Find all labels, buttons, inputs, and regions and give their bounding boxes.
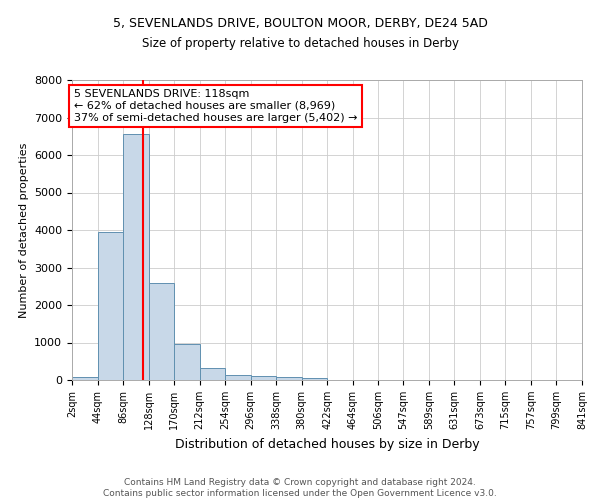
- Bar: [72, 377, 98, 380]
- X-axis label: Distribution of detached houses by size in Derby: Distribution of detached houses by size …: [175, 438, 479, 450]
- Y-axis label: Number of detached properties: Number of detached properties: [19, 142, 29, 318]
- Text: 5, SEVENLANDS DRIVE, BOULTON MOOR, DERBY, DE24 5AD: 5, SEVENLANDS DRIVE, BOULTON MOOR, DERBY…: [113, 18, 487, 30]
- Bar: [174, 344, 200, 380]
- Text: 5 SEVENLANDS DRIVE: 118sqm
← 62% of detached houses are smaller (8,969)
37% of s: 5 SEVENLANDS DRIVE: 118sqm ← 62% of deta…: [74, 90, 358, 122]
- Bar: [251, 376, 276, 380]
- Bar: [98, 232, 123, 380]
- Bar: [225, 375, 251, 380]
- Bar: [302, 378, 328, 380]
- Bar: [123, 134, 149, 380]
- Text: Contains HM Land Registry data © Crown copyright and database right 2024.
Contai: Contains HM Land Registry data © Crown c…: [103, 478, 497, 498]
- Bar: [276, 377, 302, 380]
- Bar: [149, 282, 174, 380]
- Bar: [200, 368, 225, 380]
- Text: Size of property relative to detached houses in Derby: Size of property relative to detached ho…: [142, 38, 458, 51]
